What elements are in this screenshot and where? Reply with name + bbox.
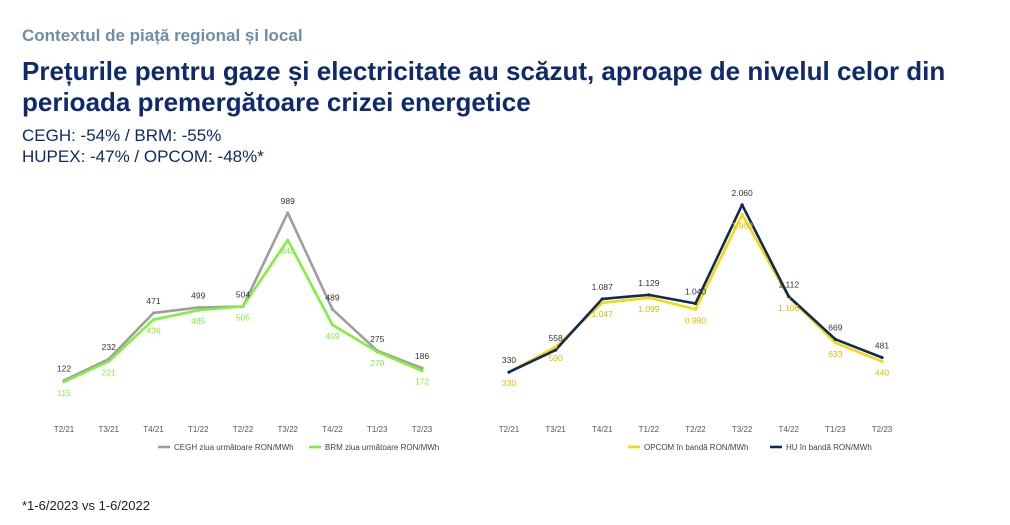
x-tick-label: T3/21 — [545, 425, 566, 434]
data-point — [600, 301, 604, 305]
legend-label: OPCOM în bandă RON/MWh — [644, 443, 748, 452]
x-tick-label: T2/22 — [685, 425, 706, 434]
legend-label: BRM ziua următoare RON/MWh — [325, 443, 439, 452]
data-point — [151, 318, 156, 322]
data-point — [740, 212, 744, 217]
data-point — [420, 369, 424, 373]
x-tick-label: T1/23 — [367, 425, 388, 434]
data-label: 489 — [325, 292, 339, 302]
data-point — [740, 203, 744, 207]
data-label: 275 — [370, 334, 384, 344]
data-point — [647, 296, 651, 300]
x-tick-label: T2/22 — [233, 425, 254, 434]
data-point — [375, 350, 379, 354]
data-label: 633 — [828, 349, 842, 359]
section-kicker: Contextul de piață regional și local — [22, 26, 303, 45]
data-label: 172 — [415, 377, 429, 387]
data-label: 440 — [875, 367, 889, 377]
data-label: 499 — [191, 291, 205, 301]
data-point — [554, 348, 558, 352]
x-tick-label: T3/22 — [732, 425, 753, 434]
data-label: 504 — [236, 290, 250, 300]
data-label: 330 — [502, 378, 516, 388]
data-label: 485 — [191, 316, 205, 326]
x-tick-label: T3/21 — [99, 425, 120, 434]
x-tick-label: T2/23 — [872, 425, 893, 434]
data-label: 2.060 — [731, 188, 753, 198]
data-point — [196, 308, 200, 312]
data-point — [693, 307, 698, 311]
data-label: 1.129 — [638, 278, 660, 288]
data-label: 330 — [502, 355, 516, 365]
data-point — [330, 323, 335, 327]
data-point — [787, 294, 791, 299]
x-tick-label: T1/23 — [825, 425, 846, 434]
legend-label: CEGH ziua următoare RON/MWh — [174, 443, 294, 452]
data-point — [600, 297, 604, 301]
data-label: 558 — [549, 333, 563, 343]
data-label: 1.106 — [778, 303, 800, 313]
data-label: 1.040 — [685, 286, 707, 296]
x-tick-label: T2/23 — [412, 425, 433, 434]
data-label: 115 — [57, 388, 71, 398]
data-point — [507, 370, 511, 374]
data-label: 1.047 — [592, 309, 614, 319]
data-label: 409 — [325, 331, 339, 341]
x-tick-label: T3/22 — [278, 425, 299, 434]
data-label: 848 — [281, 246, 295, 256]
power-change-stat: HUPEX: -47% / OPCOM: -48%* — [22, 147, 264, 166]
x-tick-label: T4/22 — [779, 425, 800, 434]
data-point — [196, 305, 200, 310]
data-label: 1.087 — [592, 282, 614, 292]
data-label: 505 — [236, 312, 250, 322]
data-label: 590 — [549, 353, 563, 363]
data-point — [420, 366, 424, 370]
data-label: 989 — [281, 196, 295, 206]
data-point — [286, 211, 290, 215]
data-point — [286, 238, 290, 242]
data-label: 122 — [57, 363, 71, 373]
data-point — [554, 345, 558, 349]
data-point — [62, 380, 66, 384]
page-title: Prețurile pentru gaze și electricitate a… — [22, 56, 946, 117]
data-point — [880, 359, 884, 364]
gas-change-stat: CEGH: -54% / BRM: -55% — [22, 126, 222, 145]
x-tick-label: T2/21 — [499, 425, 520, 434]
data-point — [151, 311, 156, 315]
data-label: 1.960 — [731, 221, 753, 231]
data-label: 1.099 — [638, 304, 660, 314]
x-tick-label: T4/21 — [592, 425, 613, 434]
data-label: 0.980 — [685, 315, 707, 325]
data-label: 232 — [102, 342, 116, 352]
data-label: 669 — [828, 322, 842, 332]
data-point — [647, 293, 651, 297]
data-label: 481 — [875, 341, 889, 351]
data-label: 1.112 — [778, 280, 799, 290]
data-label: 221 — [102, 367, 116, 377]
data-point — [107, 359, 111, 363]
legend-label: HU în bandă RON/MWh — [786, 443, 872, 452]
data-label: 471 — [146, 296, 160, 306]
data-point — [241, 304, 245, 308]
data-label: 186 — [415, 351, 429, 361]
data-point — [833, 337, 837, 341]
x-tick-label: T1/22 — [639, 425, 660, 434]
x-tick-label: T2/21 — [54, 425, 75, 434]
x-tick-label: T4/21 — [143, 425, 164, 434]
data-point — [330, 307, 335, 312]
data-point — [833, 341, 837, 345]
data-label: 270 — [370, 358, 384, 368]
footnote: *1-6/2023 vs 1-6/2022 — [22, 498, 150, 513]
data-label: 436 — [146, 326, 160, 336]
x-tick-label: T1/22 — [188, 425, 209, 434]
data-point — [880, 355, 884, 360]
x-tick-label: T4/22 — [322, 425, 343, 434]
data-point — [693, 301, 698, 306]
